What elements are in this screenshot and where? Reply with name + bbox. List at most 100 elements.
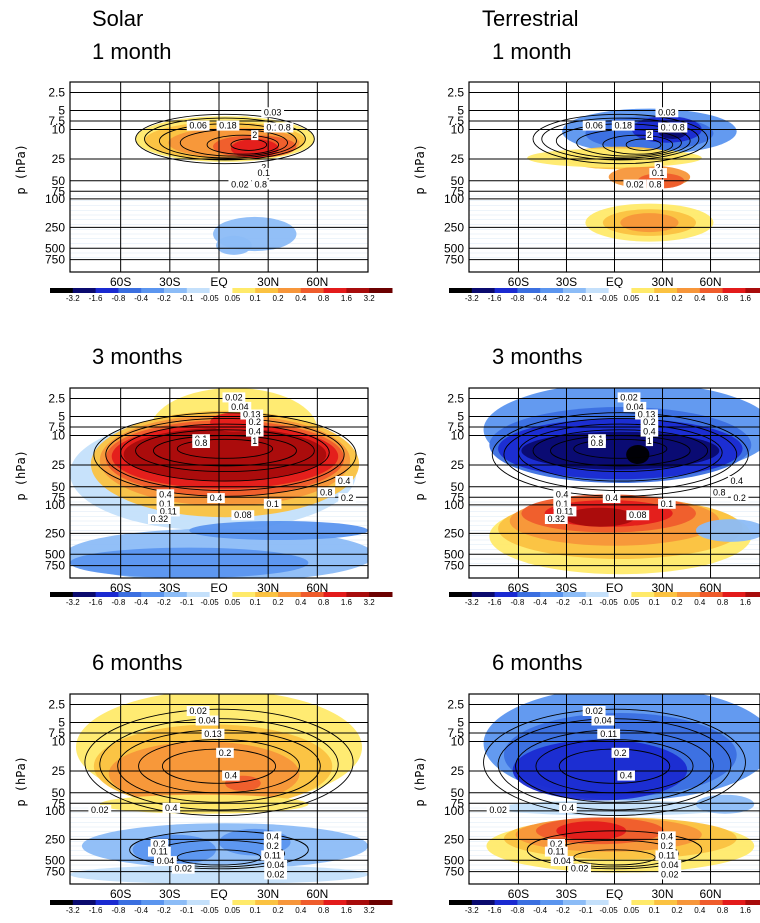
colorbar-tick-label: 3.2 <box>364 294 376 303</box>
y-tick-label: 250 <box>45 526 65 540</box>
x-tick-label: 30S <box>159 887 180 901</box>
y-tick-label: 7.5 <box>48 420 65 434</box>
y-tick-label: 500 <box>444 241 464 255</box>
x-tick-label: 60N <box>700 275 722 289</box>
x-tick-label: 60S <box>508 581 529 595</box>
contour-label-bg <box>658 122 676 133</box>
panel-title-terr-1-line1: Terrestrial <box>482 6 579 31</box>
colorbar-swatch <box>164 900 188 905</box>
colorbar-swatch <box>517 900 541 905</box>
colorbar-tick-label: -3.2 <box>465 906 479 915</box>
contour-label-bg <box>617 392 641 403</box>
y-tick-label: 100 <box>45 804 65 818</box>
colorbar-tick-label: -0.05 <box>599 906 618 915</box>
contour-label: 0.8 <box>591 438 604 448</box>
x-tick-label: 60N <box>306 581 328 595</box>
contour-label: 0.18 <box>219 121 237 131</box>
colorbar-swatch <box>449 900 473 905</box>
contour-labels: 0.020.040.130.20.40.10.810.40.10.40.80.4… <box>148 392 356 524</box>
anomaly-fill <box>695 519 760 542</box>
colorbar-swatch <box>631 900 655 905</box>
contour-label: 0.04 <box>231 402 249 412</box>
colorbar-swatch <box>654 900 678 905</box>
contour-label-bg <box>222 392 246 403</box>
contour-label: 0.32 <box>548 514 566 524</box>
colorbar-tick-label: -0.05 <box>599 294 618 303</box>
y-tick-label: 75 <box>52 796 66 810</box>
contour-label-bg <box>553 506 577 517</box>
colorbar-tick-label: -0.1 <box>579 294 593 303</box>
contour-label: 0.08 <box>234 510 252 520</box>
colorbar-swatch <box>654 288 678 293</box>
colorbar-swatch <box>654 592 678 597</box>
contour-label-bg <box>486 804 510 815</box>
colorbar-tick-label: -0.4 <box>134 598 148 607</box>
contour-label-bg <box>544 846 568 857</box>
colorbar-swatch <box>278 900 302 905</box>
contour-label: 0.8 <box>254 180 267 190</box>
y-tick-label: 25 <box>52 458 66 472</box>
colorbar-tick-label: 0.05 <box>225 598 241 607</box>
contour-label-bg <box>611 747 630 758</box>
contour-label-bg <box>645 436 654 447</box>
y-tick-label: 10 <box>52 429 66 443</box>
colorbar-tick-label: 1.6 <box>740 906 752 915</box>
colorbar-tick-label: -0.8 <box>511 598 525 607</box>
contour-line <box>230 138 268 151</box>
plot-frame <box>69 693 369 885</box>
colorbar-swatch <box>722 900 746 905</box>
contour-label: 0.8 <box>672 123 685 133</box>
contour-label-bg <box>710 487 729 498</box>
contour-label-bg <box>264 859 288 870</box>
colorbar-swatch <box>232 900 256 905</box>
colorbar-swatch <box>346 592 370 597</box>
colorbar-swatch <box>369 900 393 905</box>
y-tick-label: 75 <box>451 490 465 504</box>
contour-line <box>573 438 668 459</box>
colorbar-tick-label: -0.2 <box>556 598 570 607</box>
contour-label-bg <box>547 839 566 849</box>
contour-label: 0.4 <box>249 427 262 437</box>
colorbar-swatch <box>300 900 325 905</box>
y-axis-label: p (hPa) <box>413 450 427 501</box>
contour-label: 0.06 <box>585 121 603 131</box>
contour-label: 0.18 <box>614 121 632 131</box>
contour-label: 0.8 <box>320 487 333 497</box>
x-tick-label: 60N <box>306 275 328 289</box>
contour-line <box>602 134 674 155</box>
y-tick-label: 250 <box>444 832 464 846</box>
contour-label-bg <box>658 869 682 880</box>
contour-label-bg <box>640 417 659 428</box>
contour-label-bg <box>254 168 273 179</box>
y-tick-label: 75 <box>52 490 66 504</box>
y-tick-label: 25 <box>451 458 465 472</box>
contour-label: 0.02 <box>267 869 285 879</box>
colorbar-swatch <box>209 592 233 597</box>
contour-label: 0.02 <box>189 706 207 716</box>
y-tick-label: 75 <box>451 796 465 810</box>
colorbar-swatch <box>118 592 142 597</box>
y-tick-label: 100 <box>444 192 464 206</box>
contour-label-bg <box>582 706 606 716</box>
colorbar-tick-label: 0.05 <box>624 598 640 607</box>
contour-label-bg <box>263 831 282 842</box>
colorbar-tick-label: -1.6 <box>488 906 502 915</box>
x-tick-label: 30N <box>257 581 279 595</box>
contour-label: 0.2 <box>153 839 166 849</box>
contour-line <box>206 134 280 155</box>
colorbar-tick-label: -0.2 <box>556 906 570 915</box>
plot-frame <box>468 693 760 885</box>
colorbar-tick-label: -0.1 <box>180 906 194 915</box>
contour-label: 0.04 <box>198 716 216 726</box>
contour-label-bg <box>263 498 282 509</box>
contour-label-bg <box>207 493 225 504</box>
contour-label-bg <box>260 162 268 173</box>
grid <box>469 388 760 578</box>
colorbar-swatch <box>186 288 211 293</box>
contour-label-bg <box>228 401 252 412</box>
colorbar-tick-label: -3.2 <box>465 598 479 607</box>
colorbar-swatch <box>118 900 142 905</box>
contour-line <box>93 412 357 497</box>
